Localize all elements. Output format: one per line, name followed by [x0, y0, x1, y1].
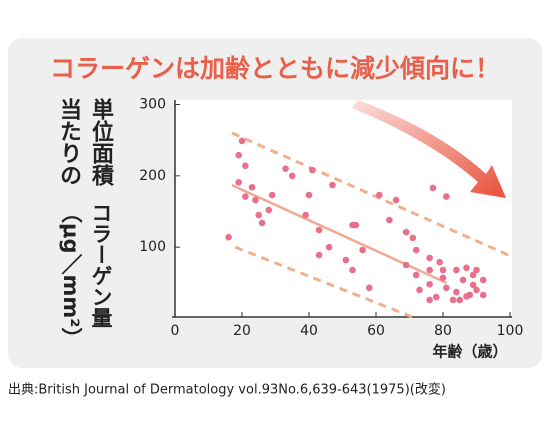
point	[473, 266, 480, 274]
point	[238, 137, 246, 145]
x-tick-label: 80	[434, 323, 452, 339]
point	[255, 211, 263, 219]
point	[443, 284, 450, 292]
point	[412, 246, 420, 254]
point	[376, 191, 383, 199]
point	[466, 291, 474, 299]
point	[443, 193, 450, 200]
point	[412, 271, 420, 279]
point	[392, 196, 400, 204]
point	[453, 288, 460, 296]
chart-title: コラーゲンは加齢とともに減少傾向に！	[50, 54, 500, 83]
point	[463, 264, 470, 272]
point	[242, 193, 249, 200]
source: 出典:British Journal of Dermatology vol.93…	[8, 382, 446, 398]
point	[426, 254, 433, 262]
point	[459, 276, 467, 284]
point	[248, 183, 256, 191]
plot-area	[175, 100, 512, 318]
point	[258, 219, 266, 227]
point	[453, 266, 460, 274]
point	[305, 191, 313, 199]
point	[282, 165, 289, 172]
point	[436, 258, 443, 266]
point	[342, 256, 350, 264]
point	[386, 216, 393, 224]
point	[352, 221, 360, 229]
point	[242, 162, 249, 170]
point	[235, 151, 242, 159]
point	[409, 234, 417, 242]
point	[433, 293, 440, 301]
point	[359, 246, 366, 254]
point	[429, 184, 437, 192]
y-axis-label: 単位面積当たりの コラーゲン量（μg／mm²）	[52, 98, 116, 358]
point	[426, 280, 433, 288]
x-tick-label: 40	[300, 323, 318, 339]
x-tick-label: 0	[171, 323, 180, 339]
point	[225, 233, 232, 241]
point	[315, 251, 323, 259]
point	[265, 206, 273, 214]
y-tick-label: 200	[139, 168, 166, 184]
point	[302, 211, 309, 219]
y-tick-label: 100	[139, 239, 166, 255]
point	[402, 261, 410, 269]
point	[325, 243, 333, 251]
point	[426, 296, 433, 304]
point	[439, 274, 447, 282]
point	[469, 281, 477, 289]
point	[469, 271, 477, 279]
x-axis-label: 年齢（歳）	[432, 343, 507, 361]
trend-line	[231, 183, 447, 284]
x-tick-label: 60	[367, 323, 385, 339]
point	[315, 226, 323, 234]
point	[235, 178, 242, 186]
x-tick-label: 20	[233, 323, 251, 339]
range-line	[231, 131, 511, 258]
point	[479, 276, 487, 284]
x-tick-label: 100	[497, 323, 524, 339]
point	[426, 266, 433, 274]
point	[309, 166, 316, 174]
point	[439, 266, 447, 274]
point	[479, 291, 487, 299]
y-axis-label-line: 単位面積当たりの	[56, 98, 113, 186]
point	[456, 296, 464, 304]
point	[268, 191, 276, 199]
y-axis-label-line: コラーゲン量（μg／mm²）	[59, 202, 113, 349]
point	[366, 284, 373, 292]
point	[473, 286, 480, 294]
y-tick-label: 300	[139, 97, 166, 113]
point	[288, 172, 296, 180]
range-line	[234, 245, 417, 320]
point	[252, 196, 259, 204]
point	[349, 266, 356, 274]
point	[416, 286, 423, 294]
point	[329, 181, 336, 189]
point	[449, 296, 457, 304]
trend-arrow	[352, 100, 506, 198]
point	[402, 228, 410, 236]
